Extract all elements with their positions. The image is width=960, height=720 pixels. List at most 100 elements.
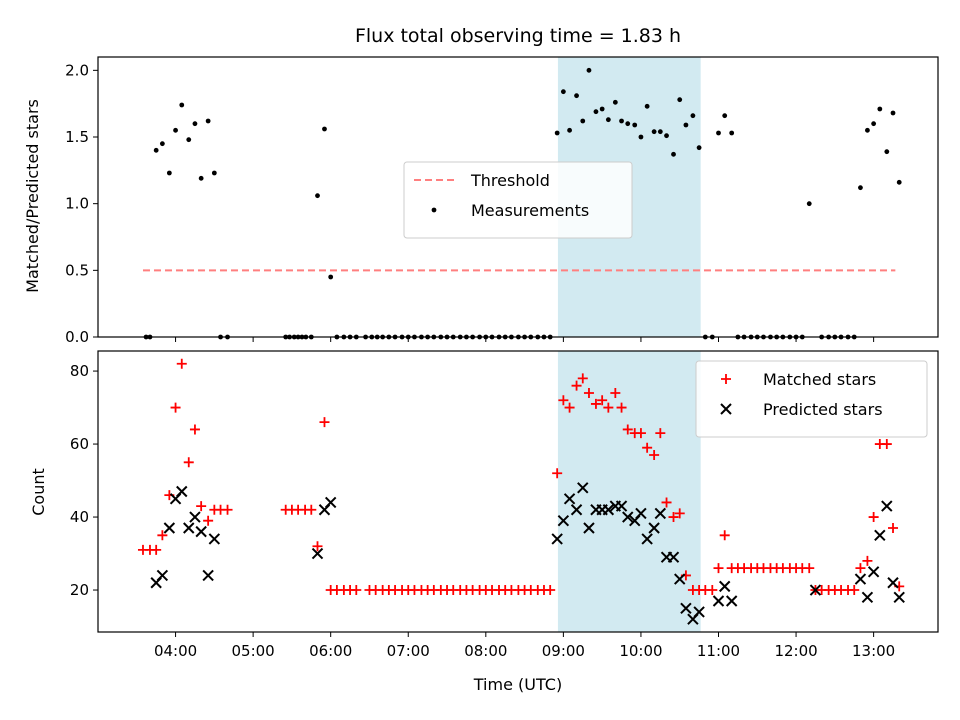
y-tick-label: 80 <box>70 362 89 380</box>
predicted-star-point <box>867 566 880 578</box>
predicted-star-point <box>718 580 731 593</box>
measurement-point <box>586 67 592 73</box>
predicted-star-point <box>874 529 886 541</box>
predicted-star-point <box>551 533 563 545</box>
x-tick-label: 10:00 <box>619 642 662 660</box>
x-tick-label: 12:00 <box>774 642 817 660</box>
predicted-star-point <box>667 551 680 563</box>
matched-star-point <box>649 450 660 461</box>
matched-star-point <box>655 428 666 439</box>
measurement-point <box>890 110 896 116</box>
measurement-point <box>806 201 812 207</box>
matched-star-point <box>868 512 879 523</box>
legend-label: Measurements <box>471 201 589 220</box>
predicted-star-point <box>208 533 221 545</box>
legend-measurement-swatch <box>431 207 437 213</box>
matched-star-point <box>881 439 892 450</box>
x-tick-label: 11:00 <box>697 642 740 660</box>
predicted-star-point <box>725 595 738 607</box>
panel-ratio: 0.0 0.5 1.0 1.5 2.0 Threshold Measurements <box>65 56 939 346</box>
matched-star-point <box>668 512 679 523</box>
predicted-star-point <box>189 511 201 523</box>
x-tick-label: 07:00 <box>387 642 430 660</box>
measurement-point <box>729 130 735 136</box>
predicted-star-point <box>202 569 214 582</box>
predicted-star-point <box>635 507 647 520</box>
y-tick-label: 1.0 <box>65 195 89 213</box>
measurement-point <box>858 185 863 191</box>
predicted-star-point <box>195 525 207 538</box>
predicted-star-point <box>641 533 653 545</box>
predicted-star-point <box>674 573 686 585</box>
measurement-point <box>884 149 890 155</box>
measurement-point <box>322 126 327 132</box>
y-tick-label: 0.5 <box>65 261 89 279</box>
legend-label: Threshold <box>470 171 550 190</box>
x-tick-label: 13:00 <box>852 642 895 660</box>
predicted-star-point <box>693 606 705 618</box>
matched-star-point <box>558 395 569 406</box>
predicted-star-point <box>680 602 692 614</box>
predicted-star-point <box>570 504 583 516</box>
matched-star-point <box>203 515 214 526</box>
matched-star-point <box>642 442 653 453</box>
series-measurements <box>143 67 902 340</box>
matched-star-point <box>151 544 162 555</box>
series-predicted-stars <box>150 482 905 625</box>
matched-star-point <box>661 497 672 508</box>
matched-star-point <box>157 530 168 541</box>
y-tick-label: 40 <box>70 508 89 526</box>
measurement-point <box>605 117 611 123</box>
predicted-star-point <box>602 504 615 516</box>
predicted-star-point <box>615 500 628 512</box>
measurement-point <box>638 134 644 140</box>
predicted-star-point <box>311 547 324 560</box>
x-axis-label: Time (UTC) <box>473 675 562 694</box>
predicted-star-point <box>176 485 188 498</box>
measurement-point <box>328 274 334 280</box>
measurement-point <box>683 122 689 128</box>
matched-star-point <box>564 402 575 413</box>
measurement-point <box>722 113 728 119</box>
matched-star-point <box>597 395 608 406</box>
legend-box <box>695 360 928 438</box>
matched-star-point <box>622 424 633 435</box>
predicted-star-point <box>324 496 337 509</box>
predicted-star-point <box>156 569 169 582</box>
predicted-star-point <box>654 507 667 520</box>
observing-window-shade <box>557 351 701 632</box>
measurement-point <box>315 193 320 199</box>
measurement-point <box>173 127 178 133</box>
y-tick-label: 2.0 <box>65 61 89 79</box>
matched-star-point <box>222 504 233 515</box>
top-y-axis-label: Matched/Predicted stars <box>23 99 42 293</box>
panel-frame <box>97 56 939 338</box>
x-tick-label: 05:00 <box>232 642 275 660</box>
panel-frame <box>97 350 939 633</box>
legend-count: Matched stars Predicted stars <box>695 360 928 438</box>
matched-star-point <box>713 563 724 574</box>
legend-predicted-swatch <box>720 403 732 415</box>
y-tick-label: 20 <box>70 581 89 599</box>
measurement-point <box>554 130 560 136</box>
measurement-point <box>166 170 172 176</box>
measurement-point <box>696 145 702 151</box>
y-tick-label: 60 <box>70 435 89 453</box>
measurement-point <box>619 118 624 124</box>
measurement-point <box>599 106 605 112</box>
matched-star-point <box>306 504 317 515</box>
matched-star-point <box>319 417 330 428</box>
matched-star-point <box>862 555 873 566</box>
measurement-point <box>871 121 877 127</box>
measurement-point <box>574 93 579 99</box>
predicted-star-point <box>577 482 589 494</box>
chart-title: Flux total observing time = 1.83 h <box>355 25 681 47</box>
matched-star-point <box>616 402 627 413</box>
predicted-star-point <box>881 500 893 512</box>
predicted-star-point <box>557 514 570 527</box>
matched-star-point <box>583 387 594 398</box>
measurement-point <box>716 130 721 136</box>
matched-star-point <box>312 541 323 552</box>
